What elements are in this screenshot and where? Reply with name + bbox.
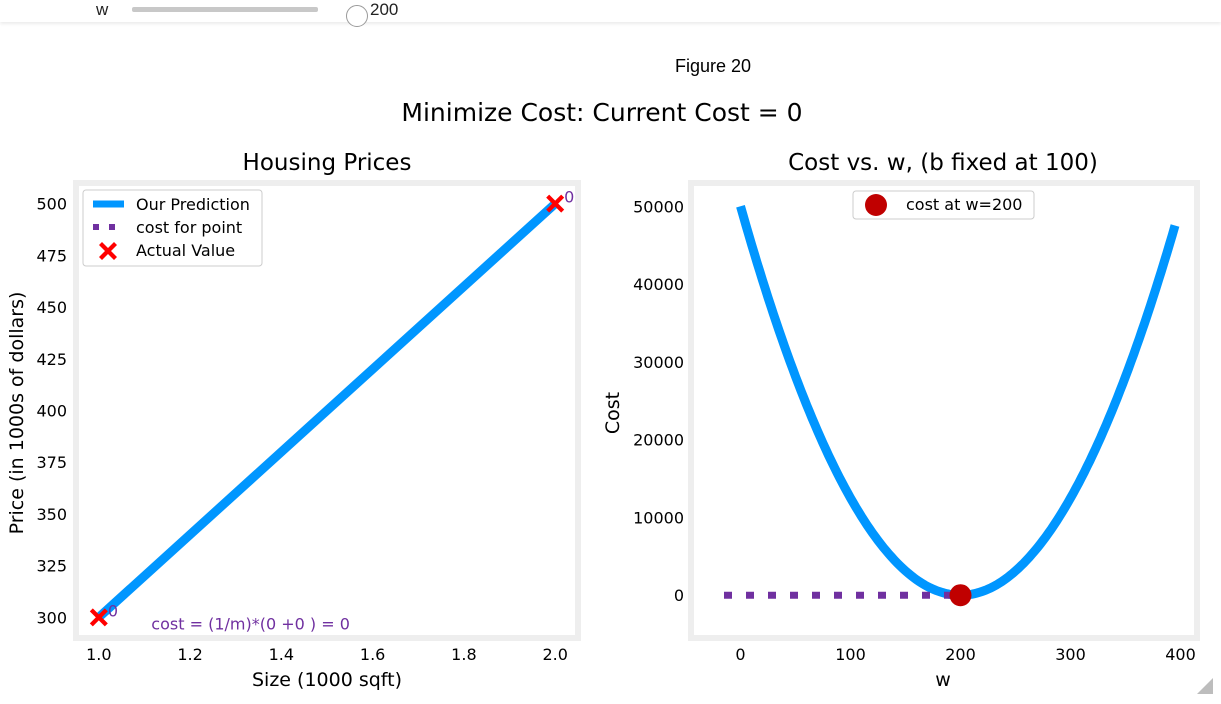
left-y-tick-label: 325: [36, 557, 67, 576]
cost-curve: [736, 205, 1180, 600]
right-legend: cost at w=200: [852, 190, 1035, 220]
left-y-tick-label: 450: [36, 298, 67, 317]
left-plot-marks: 00: [89, 188, 574, 627]
legend-swatch-actual-value: [99, 242, 117, 260]
left-plot-title: Housing Prices: [243, 150, 412, 176]
legend-label-actual-value: Actual Value: [136, 241, 235, 260]
cost-vs-w-axes: Cost vs. w, (b fixed at 100) w Cost 0 100…: [602, 150, 1200, 691]
left-y-tick-label: 400: [36, 402, 67, 421]
right-y-tick-label: 10000: [633, 508, 684, 527]
left-x-tick-label: 1.4: [269, 645, 294, 664]
left-x-tick-label: 1.6: [360, 645, 385, 664]
point-cost-label: 0: [108, 601, 118, 620]
actual-value-marker: [546, 194, 565, 213]
widget-bar: w 200: [0, 0, 1221, 27]
left-x-ticks: 1.0 1.2 1.4 1.6 1.8 2.0: [86, 645, 568, 664]
w-slider[interactable]: [132, 5, 368, 27]
left-x-tick-label: 1.8: [451, 645, 476, 664]
w-slider-label: w: [96, 0, 109, 19]
right-plot-frame: [688, 180, 1200, 641]
legend-label-prediction: Our Prediction: [136, 195, 250, 214]
left-x-tick-label: 2.0: [542, 645, 567, 664]
right-x-tick-label: 300: [1055, 645, 1086, 664]
left-y-tick-label: 350: [36, 505, 67, 524]
left-x-tick-label: 1.0: [86, 645, 111, 664]
left-y-tick-label: 300: [36, 608, 67, 627]
right-plot-title: Cost vs. w, (b fixed at 100): [788, 150, 1098, 176]
right-y-tick-label: 40000: [633, 275, 684, 294]
left-legend-box: [82, 189, 263, 267]
w-slider-handle[interactable]: [346, 5, 368, 27]
right-y-tick-label: 20000: [633, 431, 684, 450]
left-legend: Our Prediction cost for point Actual Val…: [82, 189, 263, 267]
resize-handle-icon[interactable]: [1197, 678, 1213, 694]
figure-canvas: Minimize Cost: Current Cost = 0 Housing …: [6, 98, 1200, 691]
cost-formula-annotation: cost = (1/m)*(0 +0 ) = 0: [151, 615, 350, 634]
left-y-tick-label: 500: [36, 195, 67, 214]
right-x-axis-label: w: [935, 669, 951, 691]
right-y-tick-label: 30000: [633, 353, 684, 372]
actual-value-marker: [89, 608, 108, 627]
legend-label-cost-for-point: cost for point: [136, 218, 242, 237]
left-y-ticks: 300 325 350 375 400 425 450 475 500: [36, 195, 67, 628]
housing-prices-axes: Housing Prices Size (1000 sqft) Price (i…: [6, 150, 581, 691]
right-legend-box: [852, 190, 1035, 220]
right-y-tick-label: 0: [674, 586, 684, 605]
actual-value-x-shape: [546, 194, 565, 213]
left-y-tick-label: 475: [36, 246, 67, 265]
left-plot-frame: [73, 180, 581, 641]
figure-label: Figure 20: [674, 56, 752, 76]
legend-label-cost-at-w: cost at w=200: [906, 195, 1022, 214]
right-x-tick-label: 100: [835, 645, 866, 664]
left-y-tick-label: 375: [36, 453, 67, 472]
right-y-ticks: 0 10000 20000 30000 40000 50000: [633, 197, 684, 605]
right-y-axis-label: Cost: [602, 392, 624, 434]
legend-swatch-cost-at-w: [865, 194, 887, 216]
current-cost-dot: [949, 584, 972, 607]
figure-suptitle: Minimize Cost: Current Cost = 0: [401, 98, 802, 127]
right-x-tick-label: 200: [945, 645, 976, 664]
right-x-tick-label: 400: [1165, 645, 1196, 664]
left-x-tick-label: 1.2: [177, 645, 202, 664]
right-x-ticks: 0 100 200 300 400: [735, 645, 1195, 664]
point-cost-label: 0: [564, 188, 574, 207]
prediction-line: [95, 200, 559, 621]
right-x-tick-label: 0: [735, 645, 745, 664]
left-x-axis-label: Size (1000 sqft): [252, 669, 402, 691]
actual-value-x-shape: [89, 608, 108, 627]
right-plot-marks: [724, 205, 1180, 610]
left-y-axis-label: Price (in 1000s of dollars): [6, 292, 28, 535]
w-slider-value: 200: [370, 0, 399, 19]
right-y-tick-label: 50000: [633, 197, 684, 216]
left-y-tick-label: 425: [36, 350, 67, 369]
